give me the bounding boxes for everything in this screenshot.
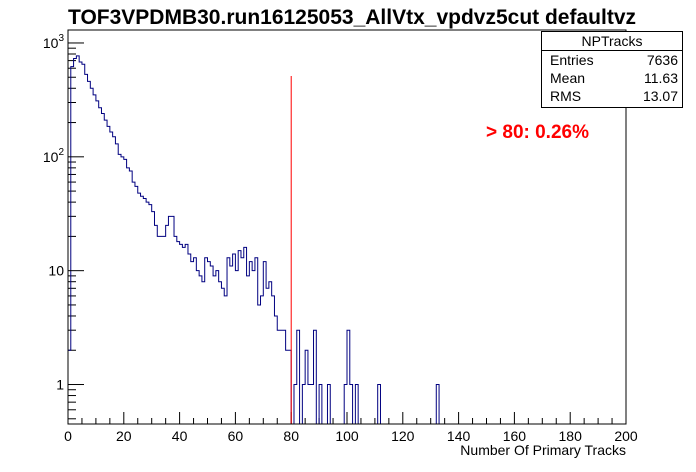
x-tick-label: 200: [614, 428, 638, 444]
fraction-annotation: > 80: 0.26%: [486, 122, 589, 143]
y-tick-label: 1: [56, 377, 64, 393]
stats-mean-row: Mean 11.63: [542, 69, 682, 87]
x-tick-label: 20: [116, 428, 132, 444]
histogram-outline: [67, 55, 440, 424]
stats-mean-value: 11.63: [644, 70, 678, 86]
stats-rms-value: 13.07: [642, 88, 678, 104]
y-tick-label: 10: [48, 263, 64, 279]
x-tick-label: 80: [283, 428, 299, 444]
x-tick-label: 40: [172, 428, 188, 444]
tick-labels: 0 20 40 60 80 100 120 140 160 180 200 1 10 102 103: [43, 33, 638, 444]
stats-rms-label: RMS: [550, 88, 582, 104]
stats-box: NPTracks Entries 7636 Mean 11.63 RMS 13.…: [541, 31, 683, 108]
x-tick-label: 0: [64, 428, 72, 444]
plot-frame: [67, 29, 627, 425]
stats-rms-row: RMS 13.07: [542, 87, 682, 105]
x-axis-label: Number Of Primary Tracks: [460, 442, 626, 458]
stats-entries-row: Entries 7636: [542, 51, 682, 69]
stats-entries-value: 7636: [646, 52, 678, 68]
histogram-bins: [67, 55, 440, 424]
y-tick-label: 103: [43, 33, 65, 51]
x-tick-label: 180: [559, 428, 583, 444]
chart-title: TOF3VPDMB30.run16125053_AllVtx_vpdvz5cut…: [68, 6, 636, 29]
stats-entries-label: Entries: [550, 52, 594, 68]
stats-name: NPTracks: [542, 32, 682, 51]
y-tick-label: 102: [43, 147, 65, 165]
x-tick-label: 60: [228, 428, 244, 444]
x-tick-label: 160: [503, 428, 527, 444]
stats-mean-label: Mean: [550, 70, 586, 86]
minor-ticks: [68, 47, 613, 424]
x-tick-label: 100: [335, 428, 359, 444]
x-tick-label: 140: [447, 428, 471, 444]
x-tick-label: 120: [391, 428, 415, 444]
